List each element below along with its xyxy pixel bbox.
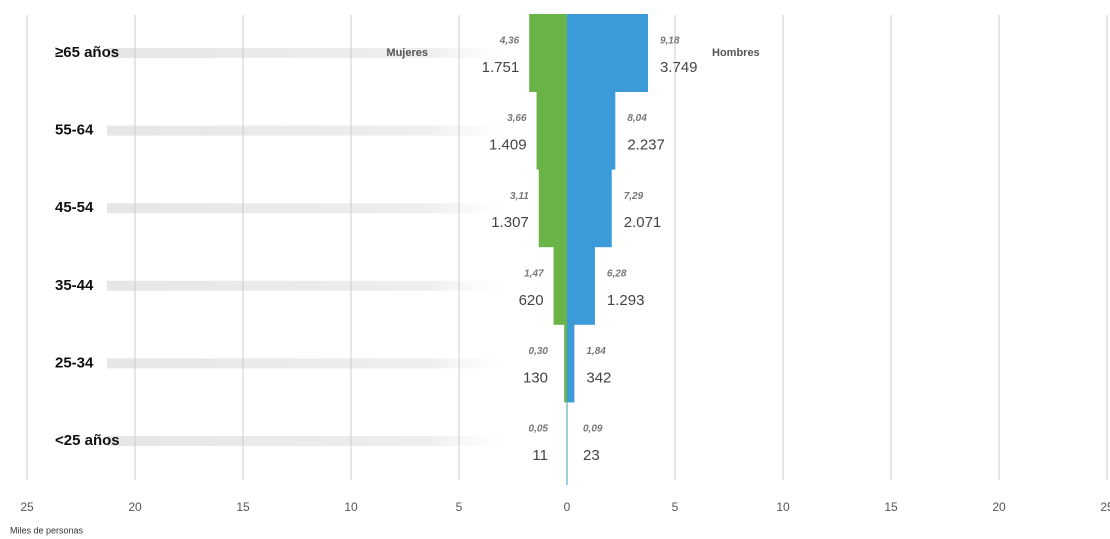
bar [567,324,575,403]
row-band [107,203,507,214]
legend-label: Hombres [712,47,760,59]
secondary-label: 4,36 [499,36,520,47]
secondary-label: 6,28 [607,268,627,279]
bar [567,91,616,170]
x-tick-label: 0 [564,500,571,514]
x-tick-label: 5 [456,500,463,514]
bar [564,324,567,403]
row-band [107,358,507,369]
secondary-label: 9,18 [660,36,680,47]
bar [567,169,612,248]
value-label: 11 [532,447,548,464]
value-label: 130 [523,369,548,386]
x-tick-label: 5 [672,500,679,514]
secondary-label: 0,30 [529,346,549,357]
bar [567,246,595,325]
x-axis-label: Miles de personas [10,525,84,535]
legend-label: Mujeres [386,47,428,59]
secondary-label: 3,66 [507,113,527,124]
x-tick-label: 25 [20,500,34,514]
value-label: 1.409 [489,137,527,154]
value-label: 342 [586,369,611,386]
secondary-label: 1,47 [524,268,544,279]
value-label: 620 [519,292,544,309]
bar [538,169,567,248]
value-label: 23 [583,447,600,464]
x-tick-label: 10 [776,500,790,514]
secondary-label: 0,05 [529,424,549,435]
value-label: 1.751 [482,59,520,76]
value-label: 2.071 [624,214,662,231]
x-tick-label: 20 [128,500,142,514]
row-band [107,125,507,136]
value-label: 1.293 [607,292,645,309]
value-label: 2.237 [627,137,665,154]
x-tick-label: 15 [884,500,898,514]
bar [536,91,567,170]
row-band [107,280,507,291]
category-label: <25 años [55,432,120,449]
secondary-label: 7,29 [624,191,644,202]
value-label: 3.749 [660,59,698,76]
x-tick-label: 20 [992,500,1006,514]
bar [553,246,567,325]
category-label: ≥65 años [55,44,119,61]
bar [567,14,648,92]
row-band [107,436,507,446]
category-label: 25-34 [55,354,94,371]
secondary-label: 1,84 [586,346,606,357]
bar [529,14,567,92]
x-tick-label: 10 [344,500,358,514]
secondary-label: 8,04 [627,113,647,124]
x-tick-label: 25 [1100,500,1110,514]
category-label: 35-44 [55,277,94,294]
secondary-label: 3,11 [510,191,529,202]
value-label: 1.307 [491,214,529,231]
x-tick-label: 15 [236,500,250,514]
category-label: 55-64 [55,122,94,139]
category-label: 45-54 [55,199,94,216]
secondary-label: 0,09 [583,424,603,435]
row-band [107,48,507,58]
